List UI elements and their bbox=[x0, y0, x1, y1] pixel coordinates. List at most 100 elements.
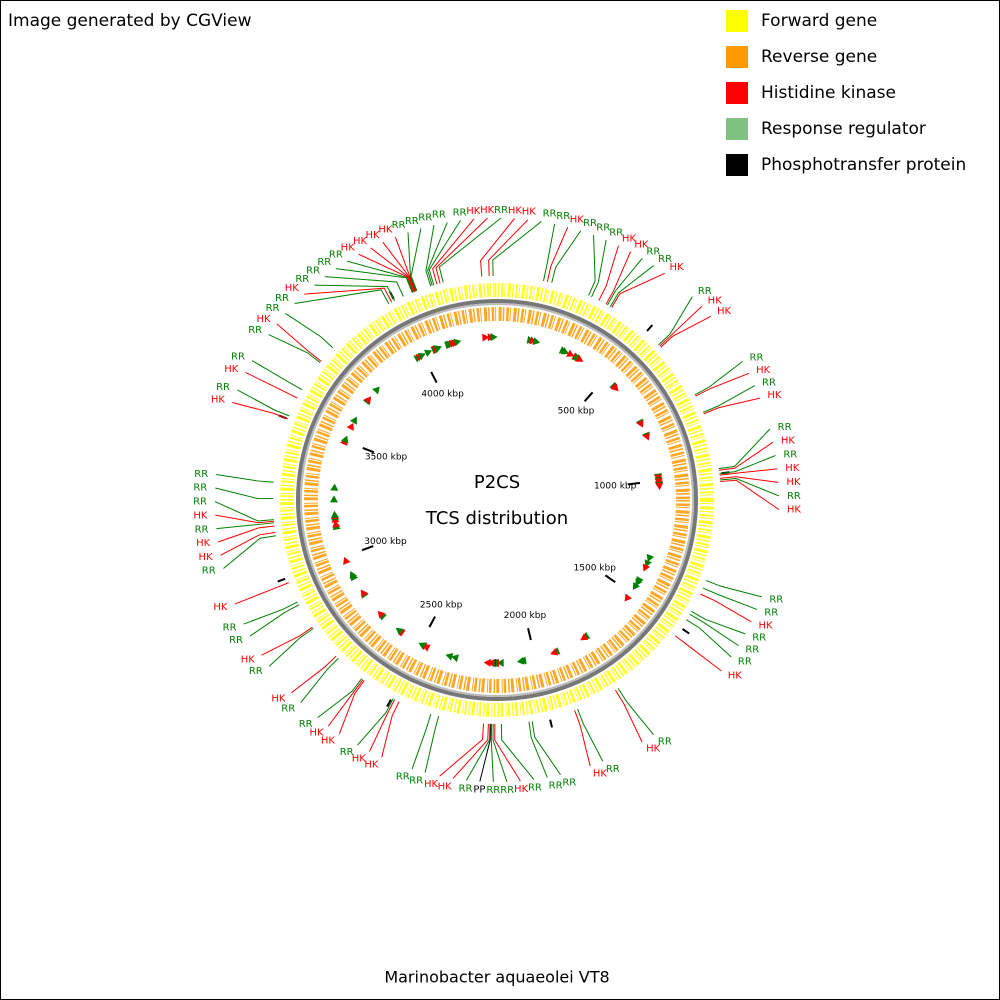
feature-marker bbox=[363, 396, 372, 405]
inner-tick bbox=[430, 371, 438, 384]
feature-label: RR bbox=[193, 483, 207, 494]
feature-label: RR bbox=[216, 382, 230, 393]
feature-label: RR bbox=[229, 635, 243, 646]
feature-marker bbox=[329, 495, 338, 503]
feature-marker bbox=[566, 349, 575, 357]
leader-line bbox=[660, 315, 712, 348]
feature-label: RR bbox=[317, 257, 331, 268]
feature-marker bbox=[487, 659, 495, 668]
feature-label: PP bbox=[473, 784, 485, 795]
feature-label: RR bbox=[762, 377, 776, 388]
leader-line bbox=[702, 587, 758, 610]
feature-label: RR bbox=[596, 223, 610, 234]
leader-line bbox=[261, 626, 313, 656]
leader-line bbox=[410, 228, 422, 292]
inner-tick bbox=[362, 447, 375, 454]
feature-label: HK bbox=[717, 306, 732, 317]
feature-marker bbox=[433, 345, 442, 353]
leader-line bbox=[694, 361, 743, 396]
leader-line bbox=[338, 680, 365, 735]
feature-label: RR bbox=[392, 220, 406, 231]
inner-tick bbox=[428, 616, 436, 628]
feature-marker bbox=[610, 383, 619, 392]
feature-marker bbox=[424, 349, 433, 358]
leader-line bbox=[217, 525, 275, 543]
leader-line bbox=[370, 247, 415, 292]
leader-line bbox=[500, 723, 535, 780]
feature-marker bbox=[445, 652, 454, 661]
leader-line bbox=[432, 218, 475, 285]
feature-marker bbox=[330, 510, 339, 519]
leader-line bbox=[480, 218, 515, 277]
feature-label: HK bbox=[781, 436, 796, 447]
legend-label: Forward gene bbox=[761, 11, 877, 31]
tick-label: 3500 kbp bbox=[365, 452, 408, 462]
feature-label: RR bbox=[783, 449, 797, 460]
leader-line bbox=[695, 372, 750, 397]
leader-line bbox=[438, 217, 502, 283]
leader-line bbox=[290, 655, 337, 694]
feature-marker bbox=[349, 416, 357, 425]
feature-label: HK bbox=[480, 205, 495, 216]
feature-label: RR bbox=[459, 783, 473, 794]
feature-label: HK bbox=[353, 236, 368, 247]
leader-line bbox=[245, 372, 298, 399]
feature-marker bbox=[632, 582, 641, 591]
feature-label: HK bbox=[728, 671, 743, 682]
feature-marker bbox=[532, 337, 541, 345]
feature-label: RR bbox=[409, 775, 423, 786]
leader-line bbox=[285, 313, 334, 349]
feature-label: RR bbox=[194, 469, 208, 480]
inner-tick bbox=[604, 574, 616, 583]
feature-label: HK bbox=[767, 390, 782, 401]
feature-marker bbox=[483, 658, 491, 667]
feature-label: RR bbox=[778, 422, 792, 433]
outer-tick bbox=[682, 628, 690, 635]
feature-label: HK bbox=[593, 769, 608, 780]
feature-label: HK bbox=[759, 620, 774, 631]
legend-label: Reverse gene bbox=[761, 47, 877, 67]
feature-label: RR bbox=[609, 228, 623, 239]
feature-label: RR bbox=[202, 565, 216, 576]
leader-line bbox=[702, 385, 755, 413]
leader-line bbox=[551, 230, 582, 283]
leader-line bbox=[490, 723, 494, 783]
leader-line bbox=[488, 219, 529, 277]
leader-line bbox=[294, 289, 390, 305]
feature-marker bbox=[655, 482, 664, 491]
backbone-inner bbox=[300, 303, 694, 697]
feature-label: RR bbox=[698, 286, 712, 297]
feature-label: HK bbox=[670, 262, 685, 273]
legend-swatch bbox=[726, 118, 748, 140]
feature-marker bbox=[575, 354, 584, 362]
leader-line bbox=[346, 260, 414, 293]
feature-label: RR bbox=[306, 265, 320, 276]
feature-label: HK bbox=[213, 602, 228, 613]
feature-label: HK bbox=[508, 206, 523, 217]
leader-line bbox=[428, 220, 461, 286]
leader-line bbox=[251, 360, 303, 391]
feature-label: HK bbox=[211, 395, 226, 406]
leader-line bbox=[223, 535, 276, 569]
leader-line bbox=[494, 723, 521, 782]
leader-line bbox=[394, 236, 417, 292]
leader-line bbox=[452, 723, 489, 779]
feature-label: HK bbox=[378, 225, 393, 236]
tick-label: 500 kbp bbox=[558, 407, 595, 417]
feature-label: RR bbox=[750, 352, 764, 363]
feature-label: HK bbox=[321, 735, 336, 746]
feature-label: RR bbox=[432, 210, 446, 221]
leader-line bbox=[215, 487, 274, 499]
feature-marker bbox=[550, 647, 559, 656]
feature-label: RR bbox=[556, 211, 570, 222]
feature-marker bbox=[418, 642, 427, 650]
outer-tick bbox=[277, 577, 286, 583]
feature-marker bbox=[372, 386, 380, 395]
feature-label: HK bbox=[514, 784, 529, 795]
leader-line bbox=[214, 501, 274, 522]
feature-label: HK bbox=[634, 240, 649, 251]
leader-line bbox=[369, 699, 396, 752]
feature-label: HK bbox=[341, 242, 356, 253]
feature-marker bbox=[349, 571, 357, 580]
feature-marker bbox=[346, 422, 354, 431]
